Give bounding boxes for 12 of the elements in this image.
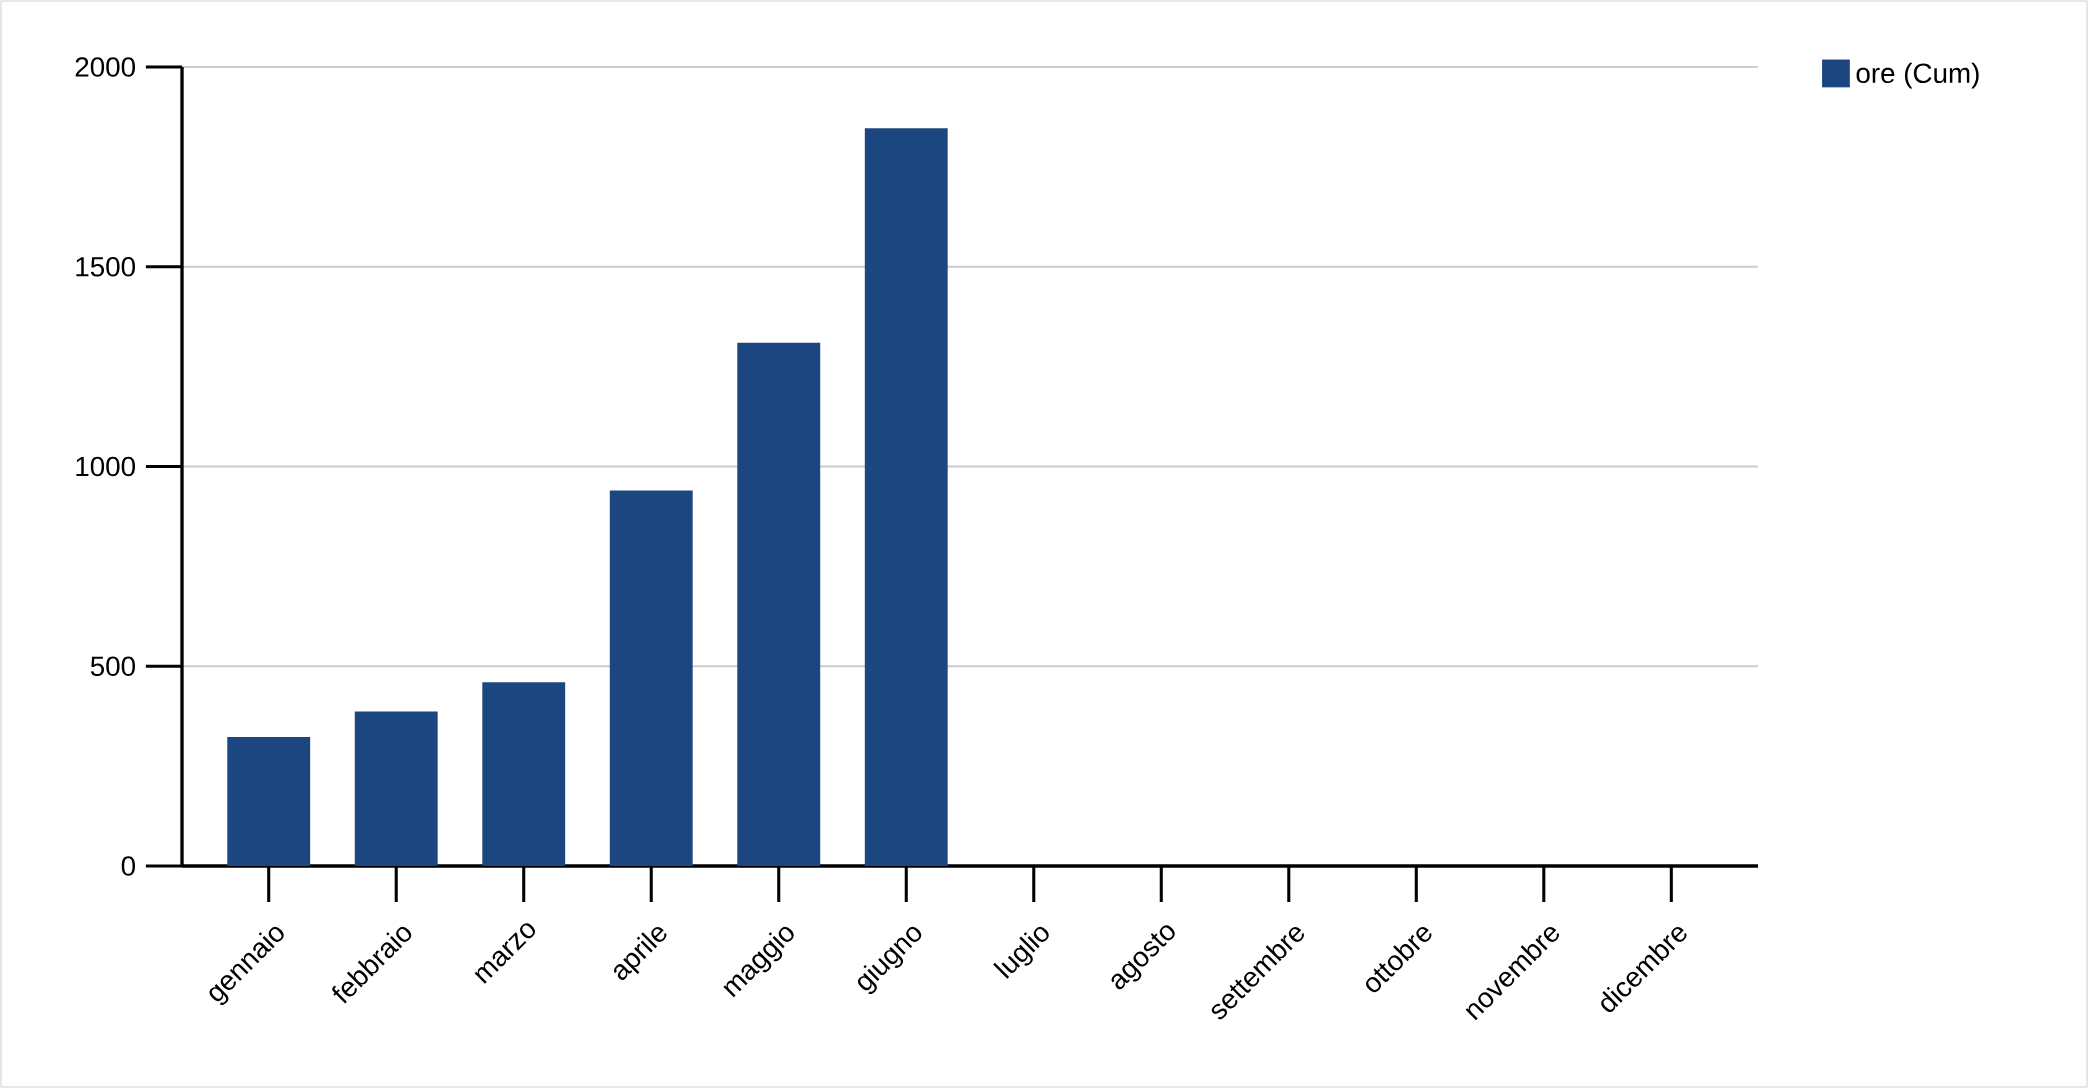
y-tick-label: 2000 [75, 57, 135, 77]
y-tick-label: 0 [121, 856, 136, 876]
bar [227, 736, 311, 866]
y-tick-label: 1000 [76, 456, 135, 477]
bar [354, 711, 438, 866]
bar [609, 490, 693, 866]
y-tick-label: 500 [90, 656, 136, 677]
bar [482, 682, 566, 866]
legend-label: ore (Cum) [1856, 62, 1979, 89]
bar [737, 342, 821, 866]
bar [864, 128, 948, 866]
y-tick-label: 1500 [76, 256, 135, 277]
